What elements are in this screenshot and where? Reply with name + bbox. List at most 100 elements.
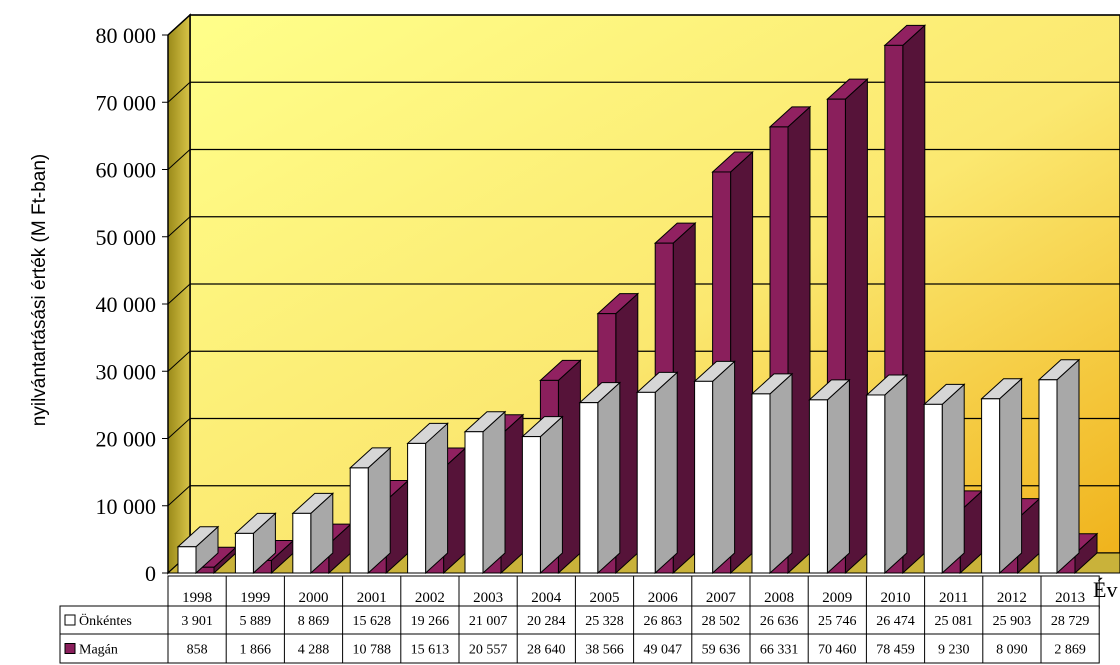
gridline-side [167,283,191,305]
y-tick-label: 10 000 [96,494,157,519]
data-label: 25 328 [585,614,624,629]
bar-Önkéntes-2009 [808,378,851,575]
data-label: 15 613 [411,643,450,658]
bar-front [981,398,1001,574]
y-axis-label: nyilvántartásási érték (M Ft-ban) [29,154,50,426]
data-label: 5 889 [240,614,272,629]
bar-front [464,431,484,574]
bar-front [579,402,599,574]
table-row [59,605,1100,635]
bar-Önkéntes-2000 [291,492,335,575]
data-label: 26 474 [876,614,915,629]
data-label: 21 007 [469,614,508,629]
data-label: 1 866 [240,643,272,658]
data-label: 70 460 [818,643,857,658]
x-tick-label: 2005 [590,590,620,606]
data-label: 26 863 [643,614,682,629]
gridline-side [167,81,191,103]
x-tick-label: 2010 [881,590,911,606]
bar-Önkéntes-2004 [521,415,564,575]
bar-side [884,373,908,575]
bar-Önkéntes-2005 [578,381,622,575]
legend-swatch-Önkéntes [64,614,76,626]
bar-front [521,436,541,574]
bar-Önkéntes-1999 [234,512,277,575]
bar-Önkéntes-2002 [406,422,449,575]
bar-side [1056,358,1080,575]
gridline-side [167,350,191,372]
y-tick-label: 80 000 [96,23,157,48]
bar-side [539,415,563,575]
bar-front [1038,379,1058,574]
x-tick-label: 2008 [764,590,794,606]
bar-side [654,371,678,575]
y-axis-ticks: 0 10 000 20 000 30 000 40 000 50 000 60 000 70 … [96,23,168,586]
data-label: 10 788 [352,643,391,658]
x-tick-label: 2006 [648,590,679,606]
bar-Önkéntes-2008 [750,372,794,575]
x-tick-label: 2003 [473,590,503,606]
x-tick-label: 2004 [531,590,562,606]
data-table: 1998 1999 2000 2001 2002 2003 2004 2005 2006 2007… [59,575,1100,664]
data-label: 28 502 [702,614,741,629]
table-row [59,633,1100,664]
data-label: 26 636 [760,614,799,629]
y-tick-label: 50 000 [96,225,157,250]
bar-Magán-2008 [768,105,812,575]
data-label: 25 081 [934,614,973,629]
bar-Önkéntes-2003 [463,410,507,575]
legend-label: Önkéntes [79,612,132,629]
data-label: 8 869 [298,614,330,629]
gridline-side [167,14,191,36]
y-tick-label: 30 000 [96,359,157,384]
data-label: 4 288 [298,643,330,658]
bar-side [425,422,449,575]
data-label: 28 729 [1051,614,1090,629]
bar-front [292,512,312,574]
bar-front [407,442,427,574]
data-label: 25 746 [818,614,857,629]
y-tick-label: 0 [145,561,156,586]
legend-swatch-Magán [64,643,76,654]
bar-side [941,383,965,575]
gridline-side [167,149,191,170]
data-label: 8 090 [996,643,1028,658]
bar-front [349,467,369,574]
bar-Önkéntes-2007 [693,360,736,575]
bar-front [636,391,656,574]
y-tick-label: 20 000 [96,427,157,452]
bar-front [923,403,943,574]
bar-front [751,393,771,574]
x-axis-label: Év [1093,577,1117,602]
bar-front [866,394,886,574]
bar-side [482,410,506,575]
x-tick-label: 2009 [822,590,852,606]
x-tick-label: 2012 [997,590,1027,606]
data-label: 59 636 [702,643,741,658]
data-label: 9 230 [938,643,970,658]
gridline-side [167,485,191,507]
bar-Önkéntes-2006 [635,371,679,575]
y-tick-label: 40 000 [96,292,157,317]
bar-side [999,377,1023,575]
x-tick-label: 2000 [299,590,329,606]
data-label: 2 869 [1054,643,1086,658]
bar-front [694,380,714,574]
data-label: 20 557 [469,643,508,658]
bar-Önkéntes-2001 [348,446,392,575]
data-label: 20 284 [527,614,566,629]
bar-Önkéntes-2011 [922,383,966,575]
y-tick-label: 70 000 [96,90,157,115]
data-label: 25 903 [993,614,1032,629]
data-label: 78 459 [876,643,915,658]
gridline-side [167,418,191,439]
x-tick-label: 2013 [1055,590,1085,606]
data-label: 3 901 [181,614,213,629]
x-tick-label: 2001 [357,590,387,606]
bar-Önkéntes-1998 [176,525,220,575]
bar-side [769,372,793,575]
bar-side [712,360,736,575]
x-tick-label: 1999 [240,590,270,606]
bar-Önkéntes-2010 [865,373,909,575]
